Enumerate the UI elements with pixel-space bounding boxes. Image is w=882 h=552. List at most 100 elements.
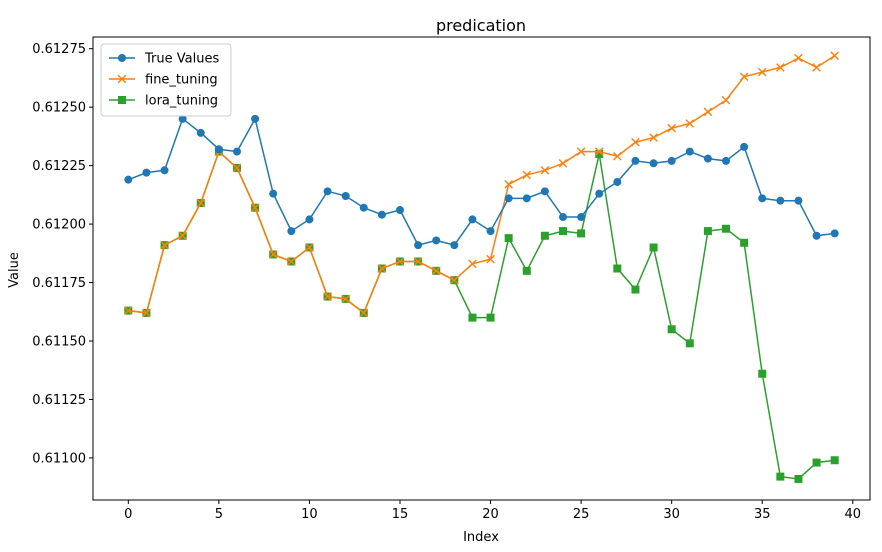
data-point-lora-tuning	[685, 339, 694, 348]
data-point-lora-tuning	[631, 285, 640, 294]
x-tick-label: 35	[754, 507, 771, 522]
data-point-true-values	[359, 203, 368, 212]
series-line-fine-tuning	[128, 55, 836, 315]
legend-marker-true-values	[118, 54, 126, 62]
data-point-lora-tuning	[830, 456, 839, 465]
x-tick-label: 20	[482, 507, 499, 522]
data-point-lora-tuning	[522, 266, 531, 275]
data-point-lora-tuning	[577, 229, 586, 238]
data-point-fine-tuning	[594, 147, 604, 156]
data-point-fine-tuning	[685, 119, 695, 128]
data-point-lora-tuning	[667, 325, 676, 334]
x-tick-label: 30	[663, 507, 680, 522]
y-axis-label: Value	[7, 252, 22, 288]
data-point-true-values	[124, 175, 133, 184]
legend: True Values fine_tuning lora_tuning	[100, 43, 232, 117]
data-point-fine-tuning	[124, 306, 133, 315]
data-point-fine-tuning	[540, 165, 550, 175]
data-point-true-values	[450, 241, 459, 250]
data-point-true-values	[812, 231, 821, 240]
series-line-lora-tuning	[128, 150, 835, 480]
data-point-fine-tuning	[703, 107, 713, 117]
data-point-fine-tuning	[721, 95, 731, 105]
data-point-fine-tuning	[486, 254, 495, 264]
data-point-fine-tuning	[250, 203, 260, 212]
data-point-lora-tuning	[776, 472, 785, 481]
data-point-fine-tuning	[160, 240, 169, 250]
data-point-true-values	[631, 156, 640, 165]
data-point-fine-tuning	[341, 294, 350, 304]
data-point-true-values	[414, 241, 423, 250]
axes-frame	[92, 36, 871, 501]
data-point-lora-tuning	[703, 227, 712, 236]
data-point-fine-tuning	[558, 158, 568, 168]
data-point-fine-tuning	[232, 163, 242, 173]
y-tick-label: 0.61150	[32, 334, 86, 349]
data-point-lora-tuning	[595, 149, 604, 158]
data-point-true-values	[377, 210, 386, 219]
data-point-lora-tuning	[722, 224, 731, 233]
data-point-true-values	[649, 159, 658, 168]
data-point-lora-tuning	[740, 238, 749, 247]
data-point-true-values	[486, 227, 495, 236]
data-point-fine-tuning	[395, 257, 405, 266]
legend-box	[100, 43, 232, 117]
data-point-fine-tuning	[413, 257, 423, 266]
data-point-true-values	[504, 194, 513, 203]
data-point-fine-tuning	[576, 147, 586, 156]
legend-marker-fine-tuning	[117, 74, 127, 84]
data-point-true-values	[196, 128, 205, 137]
y-tick-label: 0.61225	[32, 159, 86, 174]
data-point-lora-tuning	[758, 369, 767, 378]
data-point-true-values	[323, 187, 332, 196]
data-point-fine-tuning	[268, 250, 278, 259]
data-point-true-values	[251, 114, 260, 123]
data-point-true-values	[685, 147, 694, 156]
y-tick-label: 0.61175	[32, 276, 86, 291]
data-point-true-values	[341, 192, 350, 201]
y-tick-label: 0.61125	[32, 393, 86, 408]
data-point-true-values	[305, 215, 314, 224]
data-point-true-values	[232, 147, 241, 156]
data-point-fine-tuning	[287, 257, 296, 266]
chart-title: predication	[436, 16, 526, 35]
data-point-fine-tuning	[178, 231, 187, 241]
data-point-true-values	[287, 227, 296, 236]
y-tick-label: 0.61275	[32, 42, 86, 57]
data-point-true-values	[776, 196, 785, 205]
series-line-true-values	[128, 116, 835, 246]
data-point-fine-tuning	[613, 151, 622, 161]
legend-marker-lora-tuning	[118, 96, 126, 104]
x-tick-label: 15	[392, 507, 409, 522]
data-point-fine-tuning	[757, 67, 767, 77]
x-axis-label: Index	[463, 530, 499, 545]
data-point-lora-tuning	[540, 231, 549, 240]
data-point-true-values	[269, 189, 278, 198]
y-tick-label: 0.61250	[32, 101, 86, 116]
data-point-lora-tuning	[812, 458, 821, 467]
data-point-true-values	[559, 213, 568, 222]
data-point-true-values	[758, 194, 767, 203]
data-point-fine-tuning	[196, 198, 206, 208]
data-point-true-values	[595, 189, 604, 198]
data-point-true-values	[830, 229, 839, 238]
data-point-fine-tuning	[830, 51, 839, 61]
data-point-true-values	[794, 196, 803, 205]
y-tick-label: 0.61100	[32, 451, 86, 466]
data-point-true-values	[214, 145, 223, 154]
data-point-fine-tuning	[305, 243, 314, 252]
data-point-fine-tuning	[794, 53, 803, 63]
data-point-true-values	[740, 142, 749, 151]
data-point-fine-tuning	[667, 123, 676, 133]
data-point-true-values	[577, 213, 586, 222]
data-point-fine-tuning	[631, 137, 640, 147]
data-point-true-values	[160, 166, 169, 175]
data-point-true-values	[395, 206, 404, 215]
legend-label-fine-tuning: fine_tuning	[145, 73, 218, 88]
data-point-fine-tuning	[739, 72, 749, 82]
data-point-fine-tuning	[812, 63, 821, 72]
data-point-lora-tuning	[559, 227, 568, 236]
x-tick-label: 5	[215, 507, 223, 522]
